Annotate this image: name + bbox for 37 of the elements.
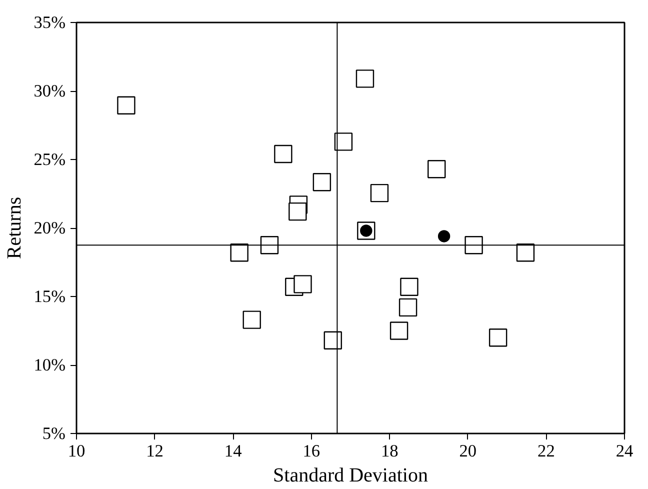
- y-tick-label: 5%: [42, 424, 66, 443]
- x-tick-label: 14: [224, 442, 242, 460]
- point: [398, 298, 418, 317]
- point: [370, 184, 389, 202]
- x-tick-label: 12: [146, 442, 164, 460]
- y-tick-label: 30%: [34, 82, 66, 100]
- point: [324, 331, 342, 350]
- point: [260, 236, 279, 254]
- x-tick-label: 22: [538, 442, 555, 460]
- x-tick-label: 18: [380, 442, 398, 460]
- point: [117, 96, 136, 114]
- point: [390, 322, 408, 340]
- x-axis-title: Standard Deviation: [273, 464, 428, 486]
- point: [428, 160, 446, 178]
- x-tick-label: 20: [459, 442, 477, 460]
- point: [274, 144, 292, 164]
- y-tick-label: 20%: [34, 218, 66, 238]
- point: [516, 244, 535, 262]
- y-axis-title: Returns: [4, 196, 26, 260]
- point: [294, 275, 312, 294]
- point: [356, 70, 374, 88]
- point: [288, 202, 307, 221]
- y-tick-label: 15%: [34, 287, 66, 306]
- point: [230, 244, 248, 262]
- y-tick-label: 10%: [34, 356, 66, 374]
- point: [312, 173, 332, 192]
- x-tick-label: 16: [302, 442, 320, 460]
- point: [400, 278, 418, 296]
- y-tick-label: 35%: [34, 13, 66, 32]
- x-tick-label: 24: [616, 442, 634, 460]
- point: [438, 230, 450, 242]
- point: [334, 132, 353, 151]
- point: [464, 236, 483, 254]
- x-tick-label: 10: [68, 442, 86, 460]
- point: [488, 328, 508, 347]
- y-tick-label: 25%: [34, 150, 66, 169]
- point: [242, 310, 261, 329]
